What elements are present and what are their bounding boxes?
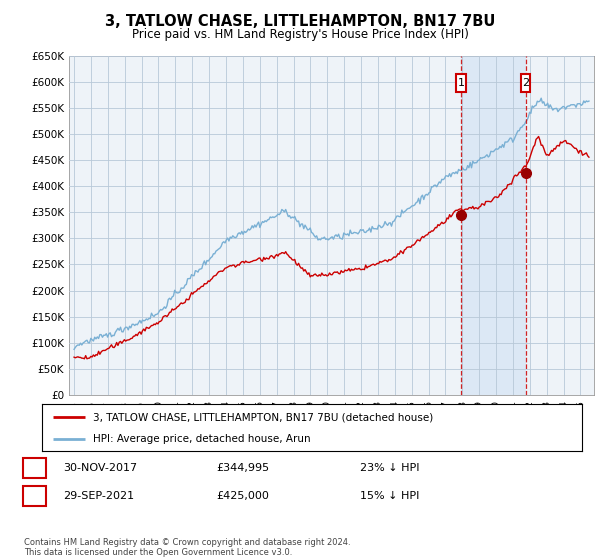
Text: HPI: Average price, detached house, Arun: HPI: Average price, detached house, Arun <box>94 434 311 444</box>
Text: Contains HM Land Registry data © Crown copyright and database right 2024.
This d: Contains HM Land Registry data © Crown c… <box>24 538 350 557</box>
Text: £425,000: £425,000 <box>216 491 269 501</box>
Text: 1: 1 <box>31 463 38 473</box>
Text: 29-SEP-2021: 29-SEP-2021 <box>63 491 134 501</box>
Bar <box>521 74 530 92</box>
Bar <box>461 56 526 395</box>
Bar <box>457 74 466 92</box>
Text: £344,995: £344,995 <box>216 463 269 473</box>
Text: 3, TATLOW CHASE, LITTLEHAMPTON, BN17 7BU: 3, TATLOW CHASE, LITTLEHAMPTON, BN17 7BU <box>105 14 495 29</box>
Text: 30-NOV-2017: 30-NOV-2017 <box>63 463 137 473</box>
Text: Price paid vs. HM Land Registry's House Price Index (HPI): Price paid vs. HM Land Registry's House … <box>131 28 469 41</box>
Text: 3, TATLOW CHASE, LITTLEHAMPTON, BN17 7BU (detached house): 3, TATLOW CHASE, LITTLEHAMPTON, BN17 7BU… <box>94 412 434 422</box>
Text: 15% ↓ HPI: 15% ↓ HPI <box>360 491 419 501</box>
Text: 1: 1 <box>457 78 464 88</box>
Text: 2: 2 <box>31 491 38 501</box>
Text: 2: 2 <box>522 78 529 88</box>
Text: 23% ↓ HPI: 23% ↓ HPI <box>360 463 419 473</box>
